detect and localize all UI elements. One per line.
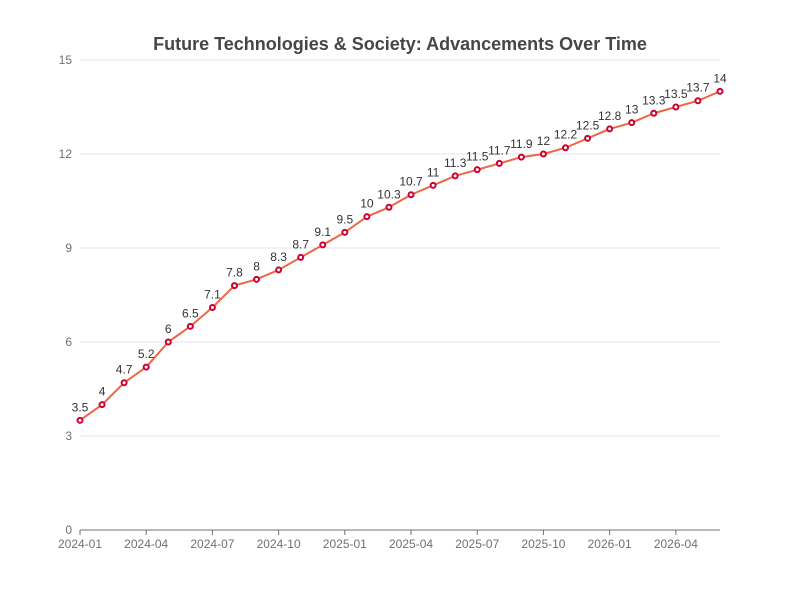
data-label: 11.3 — [444, 156, 467, 170]
data-label: 8.3 — [270, 250, 287, 264]
data-label: 12.2 — [554, 128, 578, 142]
data-point[interactable] — [517, 153, 525, 161]
data-point[interactable] — [716, 87, 724, 95]
data-point[interactable] — [208, 304, 216, 312]
chart-title: Future Technologies & Society: Advanceme… — [153, 34, 647, 54]
data-point[interactable] — [672, 103, 680, 111]
data-label: 8.7 — [292, 237, 309, 251]
y-tick-label: 6 — [65, 335, 72, 349]
data-point[interactable] — [120, 379, 128, 387]
data-label: 10.3 — [377, 187, 401, 201]
data-point[interactable] — [230, 282, 238, 290]
data-label: 7.8 — [226, 266, 243, 280]
series-layer — [76, 87, 724, 424]
y-tick-label: 12 — [59, 147, 73, 161]
data-point[interactable] — [76, 416, 84, 424]
data-point[interactable] — [363, 213, 371, 221]
series-line — [79, 90, 721, 422]
data-label: 11 — [427, 165, 440, 179]
data-point[interactable] — [429, 181, 437, 189]
data-label: 3.5 — [72, 400, 89, 414]
x-tick-label: 2024-10 — [257, 537, 301, 551]
data-point[interactable] — [539, 150, 547, 158]
data-point[interactable] — [495, 159, 503, 167]
data-point[interactable] — [253, 275, 261, 283]
data-point[interactable] — [650, 109, 658, 117]
data-label: 11.9 — [510, 137, 533, 151]
data-label: 11.7 — [488, 143, 511, 157]
data-label: 5.2 — [138, 347, 155, 361]
data-label: 13.3 — [642, 93, 666, 107]
data-label: 6 — [165, 322, 172, 336]
x-tick-label: 2026-01 — [588, 537, 632, 551]
x-tick-label: 2025-01 — [323, 537, 367, 551]
data-label: 9.5 — [336, 212, 353, 226]
data-label: 4 — [99, 385, 106, 399]
data-point[interactable] — [694, 97, 702, 105]
data-point[interactable] — [186, 322, 194, 330]
x-tick-label: 2025-10 — [521, 537, 565, 551]
grid-lines — [80, 59, 720, 437]
y-tick-label: 9 — [65, 241, 72, 255]
data-point[interactable] — [584, 134, 592, 142]
data-point[interactable] — [385, 203, 393, 211]
data-label: 4.7 — [116, 363, 133, 377]
data-label: 8 — [253, 259, 260, 273]
data-label: 13.5 — [664, 87, 688, 101]
data-label: 9.1 — [314, 225, 331, 239]
data-label: 6.5 — [182, 306, 199, 320]
axes: 0 3 6 9 12 15 2024-01 2024-04 2024-07 2024-10 2025… — [58, 53, 720, 551]
data-label: 12.8 — [598, 109, 622, 123]
data-label: 7.1 — [204, 288, 221, 302]
data-label: 10.7 — [399, 175, 423, 189]
data-point[interactable] — [142, 363, 150, 371]
data-point[interactable] — [297, 253, 305, 261]
data-point[interactable] — [407, 191, 415, 199]
data-label: 12.5 — [576, 118, 600, 132]
x-tick-label: 2024-07 — [190, 537, 234, 551]
x-tick-label: 2024-04 — [124, 537, 168, 551]
data-label: 13.7 — [686, 81, 710, 95]
data-point[interactable] — [275, 266, 283, 274]
y-tick-label: 3 — [65, 429, 72, 443]
data-point[interactable] — [473, 166, 481, 174]
y-tick-label: 15 — [59, 53, 73, 67]
data-point[interactable] — [451, 172, 459, 180]
data-point[interactable] — [562, 144, 570, 152]
data-point[interactable] — [164, 338, 172, 346]
data-label-layer: 3.544.75.266.57.17.8 88.38.79.19.51010.31… — [72, 71, 727, 414]
data-point[interactable] — [341, 228, 349, 236]
data-label: 13 — [625, 103, 639, 117]
data-point[interactable] — [319, 241, 327, 249]
data-label: 10 — [360, 197, 374, 211]
data-point[interactable] — [98, 401, 106, 409]
data-point[interactable] — [606, 125, 614, 133]
data-point[interactable] — [628, 119, 636, 127]
data-label: 11.5 — [466, 150, 489, 164]
x-tick-label: 2025-07 — [455, 537, 499, 551]
data-label: 14 — [713, 71, 727, 85]
x-tick-label: 2024-01 — [58, 537, 102, 551]
x-tick-label: 2026-04 — [654, 537, 698, 551]
y-tick-label: 0 — [65, 523, 72, 537]
data-label: 12 — [537, 134, 551, 148]
x-tick-label: 2025-04 — [389, 537, 433, 551]
